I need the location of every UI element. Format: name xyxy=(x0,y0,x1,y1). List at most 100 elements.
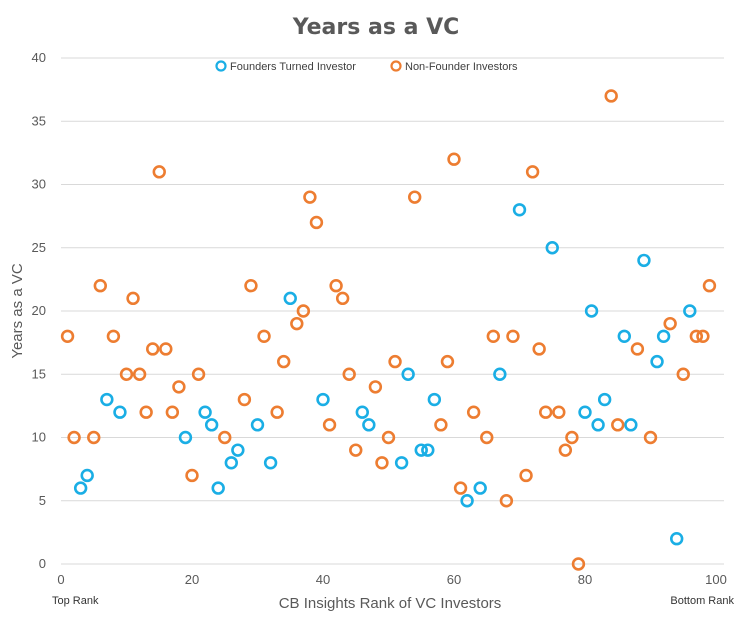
point-non-founder xyxy=(119,367,134,381)
point-non-founder xyxy=(552,405,566,419)
point-founder xyxy=(113,405,127,419)
point-non-founder xyxy=(290,316,304,331)
point-non-founder xyxy=(604,89,618,103)
point-founder xyxy=(683,304,697,318)
point-founder xyxy=(617,329,631,343)
point-non-founder xyxy=(689,329,704,343)
point-non-founder xyxy=(532,342,546,356)
point-founder xyxy=(584,304,599,318)
point-non-founder xyxy=(106,329,121,343)
x-tick-labels: 0 20 40 60 80 100 xyxy=(57,572,726,587)
point-founder xyxy=(73,481,88,495)
point-non-founder xyxy=(309,215,324,230)
point-non-founder xyxy=(126,291,140,306)
y-tick-label: 35 xyxy=(32,113,46,128)
point-non-founder xyxy=(702,279,717,293)
point-non-founder xyxy=(257,329,271,343)
x-tick-label: 100 xyxy=(705,572,727,587)
x-tick-label: 40 xyxy=(316,572,330,587)
point-non-founder xyxy=(159,342,173,356)
point-non-founder xyxy=(191,367,206,381)
series-non-founders xyxy=(60,89,717,571)
point-non-founder xyxy=(277,354,291,369)
x-axis-label: CB Insights Rank of VC Investors xyxy=(279,595,502,612)
point-founder xyxy=(637,253,651,268)
point-founder xyxy=(650,354,664,369)
point-non-founder xyxy=(630,342,645,356)
point-non-founder xyxy=(218,430,232,445)
point-non-founder xyxy=(663,316,677,331)
point-non-founder xyxy=(335,291,350,306)
point-non-founder xyxy=(643,430,658,445)
point-non-founder xyxy=(368,380,383,394)
point-founder xyxy=(362,418,376,432)
point-founder xyxy=(473,481,487,495)
point-non-founder xyxy=(132,367,147,381)
point-non-founder xyxy=(60,329,75,343)
point-non-founder xyxy=(486,329,500,343)
point-founder xyxy=(460,494,474,508)
point-founder xyxy=(656,329,671,343)
legend-marker-founders xyxy=(215,60,227,72)
point-founder xyxy=(355,405,369,419)
point-founder xyxy=(578,405,592,419)
legend-label-non-founders: Non-Founder Investors xyxy=(405,61,518,73)
point-non-founder xyxy=(466,405,481,419)
point-non-founder xyxy=(93,279,108,293)
y-tick-label: 20 xyxy=(32,303,46,318)
bottom-rank-label: Bottom Rank xyxy=(670,595,734,607)
y-tick-label: 25 xyxy=(32,240,46,255)
point-founder xyxy=(624,418,638,432)
point-founder xyxy=(283,291,297,306)
y-tick-label: 5 xyxy=(39,493,46,508)
point-non-founder xyxy=(303,190,317,204)
point-non-founder xyxy=(480,430,494,445)
point-founder xyxy=(100,392,114,407)
point-non-founder xyxy=(565,430,579,445)
point-founder xyxy=(231,443,245,457)
point-non-founder xyxy=(296,304,311,318)
point-non-founder xyxy=(447,152,461,166)
x-tick-label: 20 xyxy=(185,572,199,587)
point-non-founder xyxy=(349,443,363,457)
point-non-founder xyxy=(440,354,455,369)
y-axis-label: Years as a VC xyxy=(9,263,26,358)
point-founder xyxy=(394,456,409,470)
point-non-founder xyxy=(676,367,690,381)
point-founder xyxy=(414,443,428,457)
point-founder xyxy=(224,456,239,470)
point-non-founder xyxy=(322,418,337,432)
point-founder xyxy=(421,443,435,457)
x-tick-label: 60 xyxy=(447,572,461,587)
point-non-founder xyxy=(329,279,343,293)
series-founders xyxy=(73,203,697,546)
point-non-founder xyxy=(172,380,186,394)
legend: Founders Turned Investor Non-Founder Inv… xyxy=(215,60,518,73)
point-non-founder xyxy=(453,481,468,495)
y-tick-label: 15 xyxy=(32,366,46,381)
point-founder xyxy=(198,405,212,419)
point-founder xyxy=(80,468,94,483)
y-tick-label: 40 xyxy=(32,50,46,65)
point-non-founder xyxy=(538,405,553,419)
point-non-founder xyxy=(152,165,166,179)
y-tick-label: 30 xyxy=(32,177,46,192)
point-non-founder xyxy=(146,342,160,356)
point-non-founder xyxy=(696,329,710,343)
point-non-founder xyxy=(388,354,402,369)
point-non-founder xyxy=(434,418,448,432)
point-non-founder xyxy=(270,405,284,419)
point-founder xyxy=(250,418,265,432)
point-non-founder xyxy=(381,430,396,445)
point-non-founder xyxy=(139,405,153,419)
point-founder xyxy=(669,531,684,546)
y-tick-labels: 0 5 10 15 20 25 30 35 40 xyxy=(32,50,46,571)
point-founder xyxy=(204,418,219,432)
point-non-founder xyxy=(342,367,356,381)
point-founder xyxy=(211,481,225,495)
point-founder xyxy=(263,456,278,470)
point-founder xyxy=(493,367,507,381)
point-non-founder xyxy=(408,190,422,204)
point-founder xyxy=(597,392,612,407)
